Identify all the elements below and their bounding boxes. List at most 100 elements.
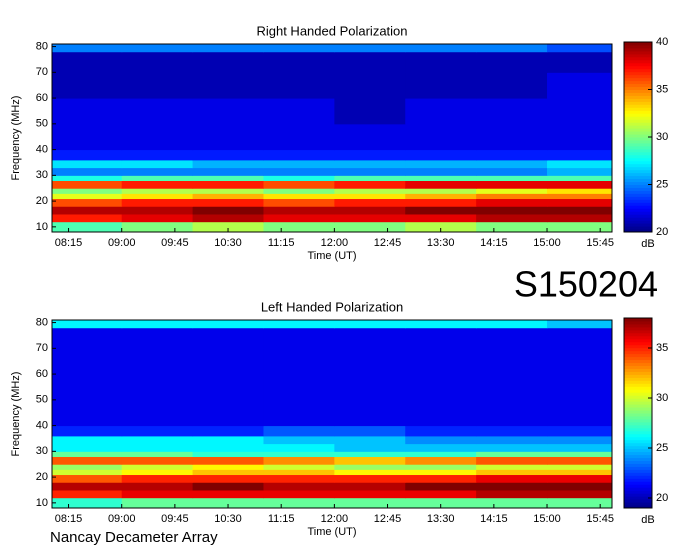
colorbar-segment <box>624 134 652 138</box>
colorbar-segment <box>624 395 652 399</box>
heat-cell <box>547 469 613 476</box>
heat-cell <box>405 489 477 499</box>
heat-cell <box>263 451 335 457</box>
x-tick-label: 15:45 <box>586 237 614 249</box>
x-tick-label: 12:45 <box>374 237 402 249</box>
colorbar-segment <box>624 160 652 165</box>
colorbar-segment <box>624 104 652 108</box>
heat-cell <box>334 443 406 452</box>
heat-cell <box>121 374 194 401</box>
heat-cell <box>192 399 264 427</box>
heat-cell <box>547 482 613 491</box>
heat-cell <box>547 456 613 465</box>
heat-cell <box>192 51 264 73</box>
heat-cell <box>405 193 477 200</box>
heat-cell <box>547 497 613 509</box>
heat-cell <box>121 443 194 452</box>
colorbar-segment <box>624 77 652 82</box>
colorbar-segment <box>624 47 652 52</box>
heat-cell <box>476 469 548 476</box>
colorbar-segment <box>624 139 652 144</box>
colorbar-segment <box>624 377 652 381</box>
colorbar-segment <box>624 74 652 79</box>
heat-cell <box>476 489 548 499</box>
heat-cell <box>121 98 194 125</box>
colorbar-segment <box>624 172 652 177</box>
heat-cell <box>192 98 264 125</box>
colorbar-segment <box>624 137 652 141</box>
colorbar-segment <box>624 187 652 191</box>
colorbar-segment <box>624 356 652 361</box>
heat-cell <box>52 51 123 73</box>
colorbar-segment <box>624 499 652 503</box>
heat-cell <box>263 159 335 169</box>
colorbar-segment <box>624 490 652 494</box>
colorbar-segment <box>624 89 652 93</box>
heat-cell <box>334 348 406 375</box>
heat-cell <box>547 221 613 233</box>
colorbar-segment <box>624 125 652 129</box>
colorbar-segment <box>624 223 652 227</box>
heat-cell <box>121 193 194 200</box>
heat-cell <box>263 167 335 176</box>
heat-cell <box>476 482 548 491</box>
heat-cell <box>192 374 264 401</box>
heat-cell <box>405 348 477 375</box>
heat-cell <box>192 443 264 452</box>
heat-cell <box>121 221 194 233</box>
heat-cell <box>121 188 194 194</box>
heat-cell <box>121 51 194 73</box>
heat-cell <box>52 44 123 53</box>
y-axis-label: Frequency (MHz) <box>10 96 22 181</box>
heat-cell <box>334 98 406 125</box>
heat-cell <box>52 474 123 483</box>
heat-cell <box>547 425 613 437</box>
colorbar-segment <box>624 451 652 456</box>
heat-cell <box>405 456 477 465</box>
y-tick-label: 10 <box>36 497 48 509</box>
heat-cell <box>547 464 613 470</box>
heat-cell <box>121 44 194 53</box>
x-tick-label: 10:30 <box>214 513 242 525</box>
heat-cell <box>405 425 477 437</box>
colorbar-segment <box>624 505 652 509</box>
heat-cell <box>547 320 613 329</box>
heat-cell <box>334 159 406 169</box>
heat-cell <box>405 51 477 73</box>
heat-cell <box>263 374 335 401</box>
colorbar-segment <box>624 229 652 233</box>
heat-cell <box>192 320 264 329</box>
colorbar-segment <box>624 83 652 88</box>
colorbar-segment <box>624 157 652 162</box>
heat-cell <box>405 451 477 457</box>
heat-cell <box>192 180 264 189</box>
colorbar-segment <box>624 415 652 420</box>
colorbar-segment <box>624 214 652 218</box>
colorbar-segment <box>624 401 652 405</box>
colorbar-segment <box>624 323 652 328</box>
heat-cell <box>476 327 548 349</box>
colorbar-segment <box>624 353 652 358</box>
colorbar-segment <box>624 318 652 322</box>
heat-cell <box>334 221 406 233</box>
heat-cell <box>405 175 477 181</box>
colorbar-tick-label: 35 <box>656 342 668 354</box>
heat-cell <box>52 469 123 476</box>
colorbar-segment <box>624 389 652 393</box>
heat-cell <box>476 193 548 200</box>
heat-cell <box>476 497 548 509</box>
heat-cell <box>405 497 477 509</box>
colorbar-segment <box>624 404 652 408</box>
y-tick-label: 20 <box>36 195 48 207</box>
heat-cell <box>52 497 123 509</box>
colorbar-segment <box>624 433 652 438</box>
heat-cell <box>192 149 264 161</box>
heat-cell <box>476 213 548 223</box>
heat-cell <box>192 221 264 233</box>
colorbar-segment <box>624 502 652 506</box>
colorbar-segment <box>624 344 652 349</box>
colorbar-segment <box>624 347 652 352</box>
heat-cell <box>405 443 477 452</box>
colorbar-segment <box>624 463 652 467</box>
heat-cell <box>52 188 123 194</box>
